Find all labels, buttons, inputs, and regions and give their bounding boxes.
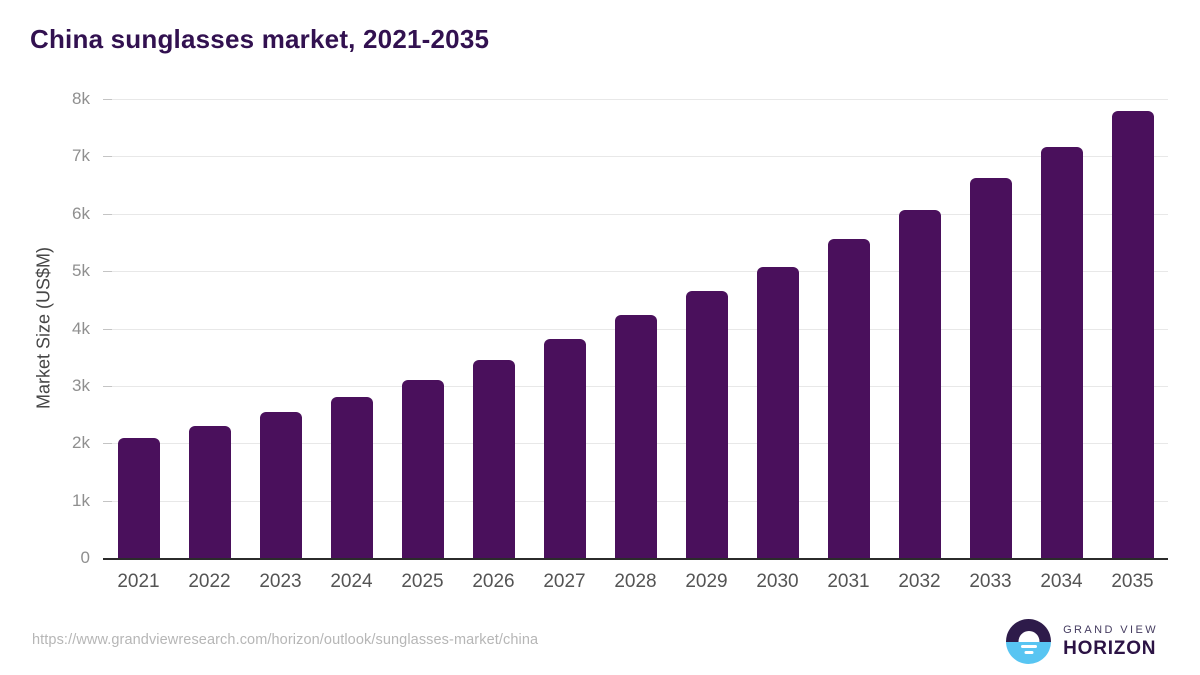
bar-2035 <box>1111 111 1154 558</box>
x-tick-label-2025: 2025 <box>401 571 444 592</box>
plot-area: 2021 2022 2023 2024 2025 2026 2027 2028 2029 2030… <box>103 99 1168 592</box>
logo-sun-dome <box>1018 631 1040 642</box>
y-tick-label-8k: 8k <box>72 89 90 108</box>
bar-group-2034: 2034 <box>1026 99 1097 592</box>
gridline-6k <box>103 213 1168 215</box>
bar-2026 <box>472 360 515 558</box>
y-tick-mark-6k <box>103 213 112 215</box>
y-tick-label-6k: 6k <box>72 203 90 223</box>
bar-group-2033: 2033 <box>955 99 1026 592</box>
logo-reflection-line-2 <box>1024 650 1034 654</box>
y-tick-label-1k: 1k <box>72 490 90 510</box>
bar-2027 <box>543 339 586 558</box>
y-tick-mark-2k <box>103 443 112 445</box>
y-tick-mark-1k <box>103 500 112 502</box>
chart-title: China sunglasses market, 2021-2035 <box>30 24 490 54</box>
x-tick-label-2035: 2035 <box>1111 571 1154 592</box>
x-tick-label-2024: 2024 <box>330 571 373 592</box>
bar-group-2024: 2024 <box>316 99 387 592</box>
bar-2024 <box>330 396 373 558</box>
x-tick-label-2027: 2027 <box>543 571 586 592</box>
logo-product-line: HORIZON <box>1063 637 1157 659</box>
y-tick-mark-4k <box>103 328 112 330</box>
y-tick-mark-5k <box>103 271 112 273</box>
bar-group-2026: 2026 <box>458 99 529 592</box>
bar-2034 <box>1040 146 1083 558</box>
bar-group-2035: 2035 <box>1097 99 1168 592</box>
bar-2030 <box>756 266 799 558</box>
y-tick-label-5k: 5k <box>72 261 90 281</box>
y-tick-label-4k: 4k <box>72 318 90 338</box>
x-tick-label-2034: 2034 <box>1040 571 1083 592</box>
source-url: https://www.grandviewresearch.com/horizo… <box>32 632 539 648</box>
y-tick-mark-7k <box>103 156 112 158</box>
gridline-7k <box>103 156 1168 158</box>
bar-2032 <box>898 209 941 558</box>
y-tick-mark-8k <box>103 99 112 100</box>
bar-group-2032: 2032 <box>884 99 955 592</box>
bar-group-2029: 2029 <box>671 99 742 592</box>
logo-sky-half <box>1006 619 1052 642</box>
bar-2021 <box>117 437 160 558</box>
grandview-horizon-logo: GRAND VIEW HORIZON <box>1006 619 1158 664</box>
logo-brand-line: GRAND VIEW <box>1063 623 1158 636</box>
bars-row: 2021 2022 2023 2024 2025 2026 2027 2028 2029 2030… <box>103 99 1168 592</box>
bar-group-2027: 2027 <box>529 99 600 592</box>
bar-group-2022: 2022 <box>174 99 245 592</box>
y-tick-label-7k: 7k <box>72 146 90 166</box>
x-tick-label-2022: 2022 <box>188 571 231 592</box>
x-tick-label-2030: 2030 <box>756 571 799 592</box>
bar-group-2030: 2030 <box>742 99 813 592</box>
x-tick-label-2026: 2026 <box>472 571 515 592</box>
gridline-8k <box>103 99 1168 100</box>
bar-2033 <box>969 178 1012 558</box>
x-tick-label-2033: 2033 <box>969 571 1012 592</box>
bar-2023 <box>259 412 302 558</box>
bar-group-2028: 2028 <box>600 99 671 592</box>
y-tick-label-2k: 2k <box>72 433 90 453</box>
bar-2022 <box>188 426 231 558</box>
y-tick-labels: 0 1k 2k 3k 4k 5k 6k 7k 8k <box>0 89 90 567</box>
bar-group-2031: 2031 <box>813 99 884 592</box>
logo-reflection-line-1 <box>1020 644 1037 648</box>
x-tick-label-2031: 2031 <box>827 571 870 592</box>
x-tick-label-2028: 2028 <box>614 571 657 592</box>
y-tick-mark-3k <box>103 385 112 387</box>
bar-2031 <box>827 239 870 558</box>
bar-2029 <box>685 291 728 558</box>
x-tick-label-2023: 2023 <box>259 571 302 592</box>
bar-group-2023: 2023 <box>245 99 316 592</box>
x-tick-label-2029: 2029 <box>685 571 728 592</box>
x-tick-label-2032: 2032 <box>898 571 941 592</box>
bar-group-2021: 2021 <box>103 99 174 592</box>
bar-2028 <box>614 314 657 558</box>
gridline-5k <box>103 271 1168 273</box>
sunrise-horizon-icon <box>1006 619 1052 664</box>
logo-text: GRAND VIEW HORIZON <box>1063 624 1158 660</box>
y-tick-label-3k: 3k <box>72 375 90 395</box>
x-tick-label-2021: 2021 <box>117 571 160 592</box>
bar-group-2025: 2025 <box>387 99 458 592</box>
bar-2025 <box>401 380 444 558</box>
y-tick-label-0: 0 <box>80 548 90 567</box>
